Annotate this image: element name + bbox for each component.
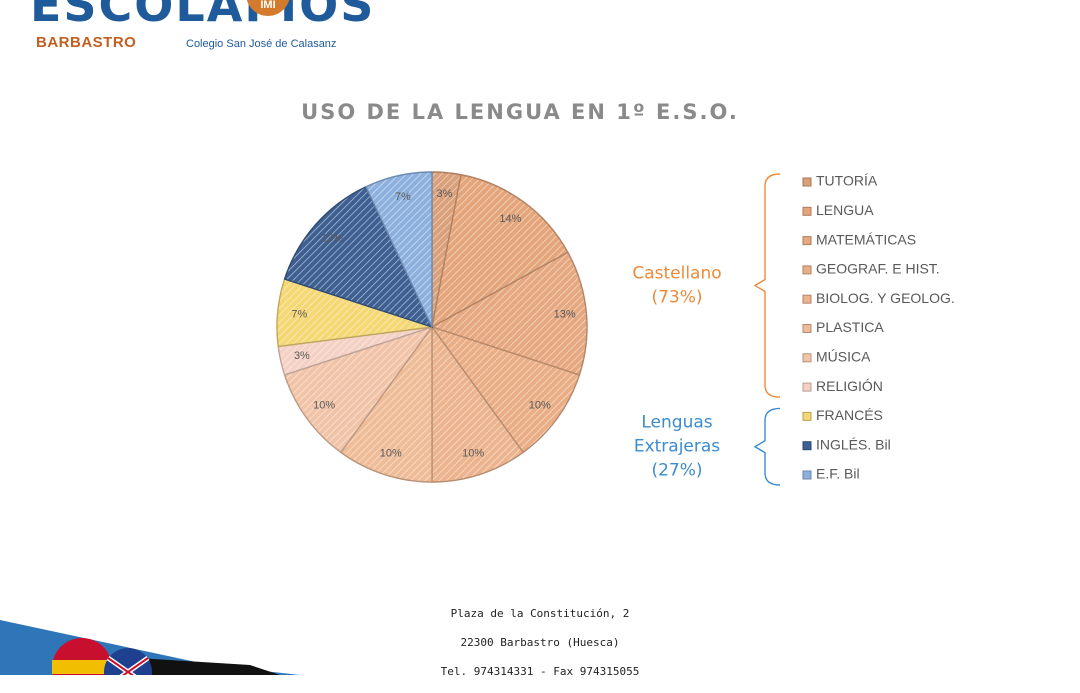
pie-chart: 3% 14% 13% 10% 10% 10% 10% 3% 7% 13% 7% TUTORÍA LEN… (276, 171, 955, 486)
pie-slice (365, 171, 433, 328)
group-label: Lenguas (641, 413, 712, 433)
slice-label: 7% (395, 191, 411, 203)
legend-entry: PLASTICA (816, 319, 884, 335)
legend-swatch (802, 411, 812, 421)
group-bracket (753, 407, 781, 486)
legend: TUTORÍA LENGUA MATEMÁTICAS GEOGRAF. E HIST.… (802, 173, 955, 482)
legend-entry: FRANCÉS (816, 407, 883, 423)
footer-phone: Tel. 974314331 - Fax 974315055 (440, 665, 640, 678)
group-label: Extrajeras (634, 437, 720, 457)
legend-entry: RELIGIÓN (816, 378, 883, 394)
footer-city: 22300 Barbastro (Huesca) (460, 636, 620, 649)
legend-swatch (802, 470, 812, 480)
slice-label: 10% (462, 448, 484, 460)
logo-subtitle: Colegio San José de Calasanz (186, 38, 337, 50)
group-label: Castellano (632, 264, 721, 284)
pie-slice (431, 173, 569, 329)
slice-labels: 3% 14% 13% 10% 10% 10% 10% 3% 7% 13% 7% (291, 188, 576, 460)
legend-swatch (802, 236, 812, 246)
legend-entry: LENGUA (816, 202, 874, 218)
flags-decoration (0, 620, 300, 675)
legend-swatch (802, 441, 812, 451)
slice-label: 10% (529, 399, 551, 411)
slice-label: 10% (313, 399, 335, 411)
legend-entry: BIOLOG. Y GEOLOG. (816, 290, 955, 306)
slice-label: 3% (294, 350, 310, 362)
legend-swatch (802, 265, 812, 275)
group-label: (27%) (651, 461, 702, 481)
group-label: (73%) (651, 288, 702, 308)
slice-label: 7% (291, 308, 307, 320)
slice-label: 13% (554, 308, 576, 320)
legend-entry: MÚSICA (816, 349, 871, 365)
legend-entry: MATEMÁTICAS (816, 231, 916, 247)
logo-badge: IMI (246, 0, 290, 16)
legend-swatch (802, 206, 812, 216)
slice-label: 3% (437, 188, 453, 200)
school-logo: ESCOLAPIOS IMI BARBASTRO Colegio San Jos… (30, 0, 373, 60)
legend-swatch (802, 177, 812, 187)
pie-slice (283, 325, 434, 454)
legend-groups: Castellano (73%) Lenguas Extrajeras (27%) (632, 173, 781, 486)
pie-slices (276, 171, 588, 483)
footer: Plaza de la Constitución, 2 22300 Barbas… (0, 606, 1080, 693)
pie-slice (430, 251, 588, 376)
logo-city: BARBASTRO (36, 34, 137, 51)
footer-address: Plaza de la Constitución, 2 (450, 607, 630, 620)
legend-entry: GEOGRAF. E HIST. (816, 261, 940, 277)
legend-entry: TUTORÍA (816, 173, 878, 189)
legend-swatch (802, 353, 812, 363)
slice-label: 14% (499, 213, 521, 225)
slice-label: 10% (380, 448, 402, 460)
chart-title: USO DE LA LENGUA EN 1º E.S.O. (301, 100, 739, 124)
legend-swatch (802, 294, 812, 304)
pie-slice (431, 324, 525, 483)
slice-label: 13% (321, 233, 343, 245)
legend-entry: INGLÉS. Bil (816, 436, 891, 452)
pie-slice (430, 325, 581, 454)
pie-slice (283, 185, 434, 329)
logo-wordmark: ESCOLAPIOS (30, 0, 376, 32)
legend-swatch (802, 382, 812, 392)
pie-slice (339, 324, 433, 483)
legend-swatch (802, 324, 812, 333)
group-bracket (753, 173, 781, 398)
legend-entry: E.F. Bil (816, 466, 860, 482)
